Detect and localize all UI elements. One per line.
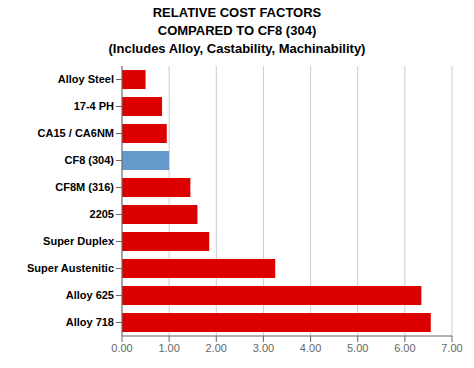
svg-text:CF8M (316): CF8M (316)	[55, 181, 114, 193]
html-text:COMPARED TO CF8 (304): COMPARED TO CF8 (304)	[157, 23, 317, 38]
svg-text:Super Austenitic: Super Austenitic	[27, 262, 114, 274]
svg-text:Alloy Steel: Alloy Steel	[58, 73, 114, 85]
svg-text:4.00: 4.00	[300, 342, 321, 354]
svg-text:2205: 2205	[90, 208, 114, 220]
svg-text:Alloy 718: Alloy 718	[66, 316, 114, 328]
svg-text:1.00: 1.00	[158, 342, 179, 354]
svg-text:3.00: 3.00	[253, 342, 274, 354]
svg-text:0.00: 0.00	[111, 342, 132, 354]
svg-text:Alloy 625: Alloy 625	[66, 289, 114, 301]
svg-text:CF8 (304): CF8 (304)	[64, 154, 114, 166]
svg-text:CA15 / CA6NM: CA15 / CA6NM	[38, 127, 114, 139]
svg-text:2.00: 2.00	[206, 342, 227, 354]
svg-text:Super Duplex: Super Duplex	[43, 235, 115, 247]
svg-text:17-4 PH: 17-4 PH	[74, 100, 114, 112]
svg-text:6.00: 6.00	[394, 342, 415, 354]
html-text:RELATIVE COST FACTORS: RELATIVE COST FACTORS	[152, 5, 322, 20]
svg-text:7.00: 7.00	[441, 342, 462, 354]
html-text:(Includes Alloy, Castability,: (Includes Alloy, Castability, Machinabil…	[108, 41, 366, 56]
svg-text:5.00: 5.00	[347, 342, 368, 354]
